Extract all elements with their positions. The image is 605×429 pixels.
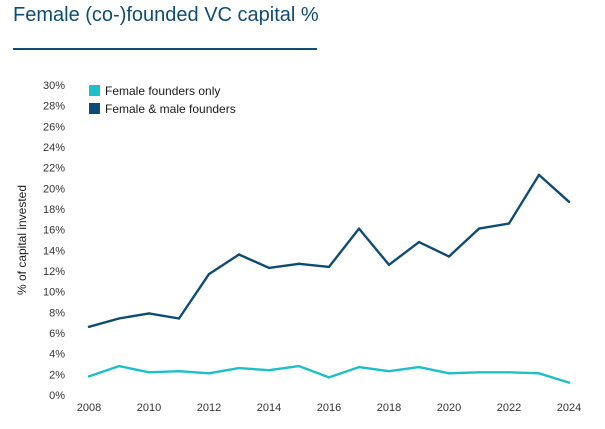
series-1-point [327, 376, 331, 379]
series-2-point [507, 222, 511, 225]
legend-swatch [89, 103, 100, 114]
y-axis-ticks: 0% 2% 4% 6% 8% 10% 12% 14% 16% 18% 20% 22% 24% 26% 28%… [43, 80, 65, 402]
series-2-point [177, 317, 181, 320]
series-2-point [537, 173, 541, 177]
y-tick-label: 4% [49, 349, 65, 361]
series-line-1 [87, 364, 571, 384]
y-tick-label: 0% [49, 390, 65, 402]
series-2-point [207, 272, 211, 276]
series-1-point [507, 371, 511, 374]
series-2-point [417, 240, 421, 244]
series-2-point [567, 200, 571, 203]
x-tick-label: 2018 [377, 402, 401, 414]
series-1-point [207, 372, 211, 375]
y-tick-label: 16% [43, 225, 65, 237]
series-2-point [267, 266, 271, 270]
series-1-point [267, 369, 271, 372]
series-1-point [297, 364, 301, 368]
series-2-point [237, 253, 241, 256]
series-1-point [177, 370, 181, 373]
y-tick-label: 14% [43, 245, 65, 257]
y-tick-label: 2% [49, 369, 65, 381]
x-tick-label: 2016 [317, 402, 341, 414]
y-axis-label: % of capital invested [15, 185, 29, 295]
series-2-point [117, 317, 121, 320]
series-1-point [537, 372, 541, 375]
y-tick-label: 24% [43, 142, 65, 154]
y-tick-label: 10% [43, 287, 65, 299]
series-2-point [327, 265, 331, 269]
series-1-point [387, 370, 391, 373]
series-1-point [117, 364, 121, 368]
x-tick-label: 2014 [257, 402, 281, 414]
legend-label: Female founders only [105, 84, 220, 98]
series-2-point [447, 255, 451, 258]
y-tick-label: 6% [49, 328, 65, 340]
y-tick-label: 12% [43, 266, 65, 278]
y-tick-label: 8% [49, 307, 65, 319]
series-2-point [87, 325, 91, 328]
x-tick-label: 2012 [197, 402, 221, 414]
series-2-point [297, 262, 301, 265]
y-tick-label: 18% [43, 204, 65, 216]
series-1-point [237, 366, 241, 370]
series-1-point [87, 375, 91, 378]
series-2-point [147, 312, 151, 315]
series-lines [87, 173, 571, 384]
x-tick-label: 2010 [137, 402, 161, 414]
series-2-point [357, 227, 361, 230]
legend-swatch [89, 85, 100, 96]
y-tick-label: 30% [43, 80, 65, 92]
chart-title: Female (co-)founded VC capital % [13, 4, 319, 26]
series-1-point [417, 365, 421, 369]
series-line-2 [87, 173, 571, 328]
x-tick-label: 2024 [557, 402, 581, 414]
title-underline [13, 48, 317, 50]
x-tick-label: 2022 [497, 402, 521, 414]
series-1-point [477, 371, 481, 374]
x-tick-label: 2020 [437, 402, 461, 414]
x-tick-label: 2008 [77, 402, 101, 414]
series-2-point [477, 227, 481, 230]
series-1-point [147, 371, 151, 374]
series-1-point [447, 372, 451, 375]
series-2-point [387, 263, 391, 266]
series-1-point [567, 381, 571, 384]
y-tick-label: 26% [43, 121, 65, 133]
series-1-point [357, 365, 361, 369]
y-tick-label: 20% [43, 183, 65, 195]
y-tick-label: 22% [43, 163, 65, 175]
y-tick-label: 28% [43, 101, 65, 113]
legend-label: Female & male founders [105, 102, 236, 116]
legend: Female founders only Female & male founde… [89, 84, 236, 116]
x-axis-ticks: 2008 2010 2012 2014 2016 2018 2020 2022 2024 [77, 402, 581, 414]
